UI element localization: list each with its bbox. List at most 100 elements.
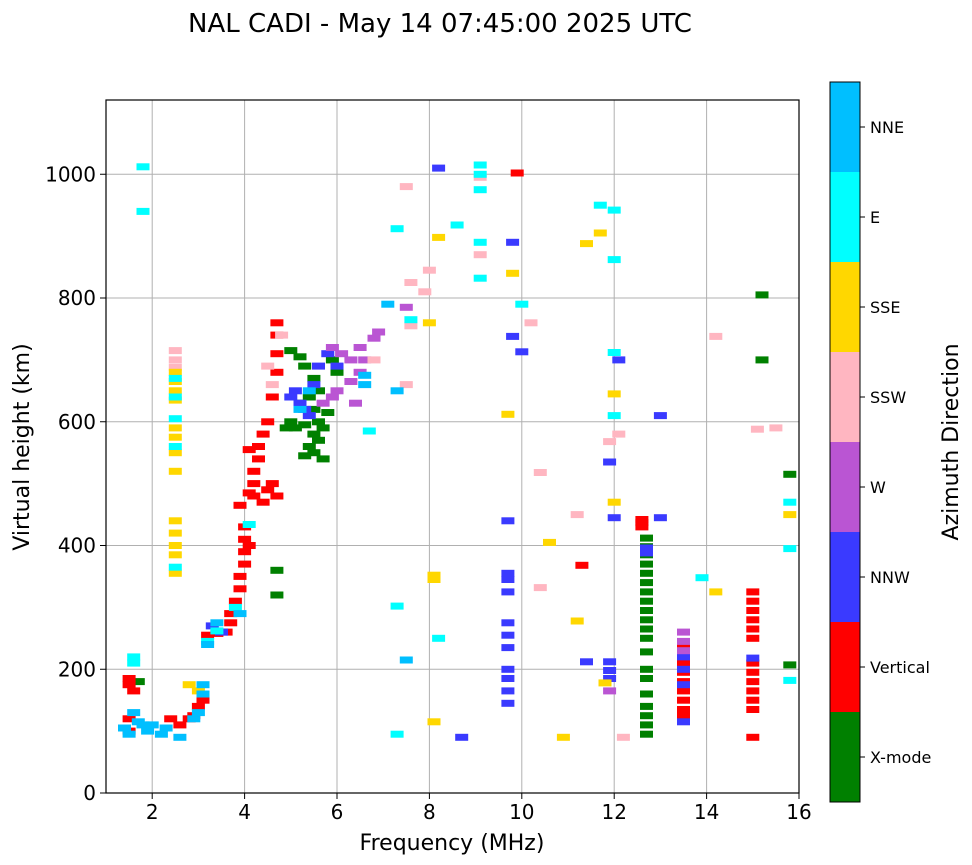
data-point — [593, 201, 607, 209]
data-point — [330, 362, 344, 370]
data-point — [570, 617, 584, 625]
data-point — [501, 675, 515, 682]
data-point — [210, 627, 224, 635]
data-point — [127, 653, 141, 661]
data-point — [256, 498, 270, 506]
data-point — [607, 498, 621, 506]
data-point — [145, 721, 159, 729]
data-point — [131, 678, 145, 686]
data-point — [640, 560, 653, 568]
data-point — [242, 446, 256, 454]
data-point — [127, 659, 141, 667]
data-point — [362, 427, 376, 435]
series-ssw — [168, 173, 783, 741]
data-point — [640, 690, 653, 698]
data-point — [270, 591, 284, 599]
data-point — [118, 724, 131, 732]
x-tick-label: 4 — [238, 800, 251, 824]
data-point — [288, 387, 302, 395]
data-point — [746, 634, 760, 642]
data-point — [515, 348, 529, 356]
data-point — [677, 628, 690, 636]
data-point — [353, 344, 367, 351]
data-point — [344, 378, 358, 385]
data-point — [330, 387, 344, 395]
plot-area — [106, 100, 799, 793]
data-point — [432, 634, 446, 642]
colorbar-frame — [829, 81, 861, 803]
data-point — [746, 678, 760, 686]
data-point — [270, 368, 284, 376]
colorbar-label: NNE — [870, 118, 904, 137]
data-point — [603, 667, 617, 674]
data-point — [201, 641, 215, 648]
data-point — [677, 647, 690, 655]
data-point — [783, 661, 797, 669]
data-point — [746, 625, 760, 633]
data-point — [677, 637, 690, 645]
data-point — [556, 733, 570, 741]
data-point — [168, 387, 182, 395]
data-point — [677, 681, 690, 689]
data-point — [325, 393, 339, 401]
data-point — [358, 371, 372, 379]
data-point — [607, 349, 621, 356]
data-point — [349, 399, 362, 407]
data-point — [607, 514, 621, 522]
data-point — [247, 480, 261, 488]
data-point — [640, 616, 653, 624]
data-point — [746, 706, 760, 713]
data-point — [580, 240, 593, 248]
data-point — [381, 300, 395, 308]
x-tick-label: 6 — [331, 800, 344, 824]
data-point — [390, 602, 404, 610]
data-point — [238, 535, 252, 543]
data-point — [399, 381, 413, 389]
data-point — [122, 715, 136, 723]
data-point — [168, 433, 182, 441]
data-point — [270, 319, 284, 327]
data-point — [196, 690, 210, 698]
data-point — [404, 279, 418, 286]
colorbar-swatch — [830, 262, 860, 352]
data-point — [168, 551, 182, 559]
data-point — [501, 576, 515, 583]
data-point — [473, 274, 487, 282]
data-point — [640, 665, 653, 673]
data-point — [455, 733, 469, 741]
data-point — [390, 730, 404, 738]
data-point — [242, 542, 256, 549]
x-tick-label: 10 — [509, 800, 534, 824]
data-point — [677, 665, 690, 673]
data-point — [607, 390, 621, 398]
y-axis-label: Virtual height (km) — [10, 343, 35, 550]
data-point — [755, 356, 769, 364]
data-point — [677, 706, 690, 713]
y-tick-label: 1000 — [45, 162, 96, 186]
data-point — [293, 353, 307, 361]
data-point — [358, 356, 372, 364]
y-tick-label: 600 — [58, 410, 96, 434]
series-nnw — [205, 164, 760, 741]
data-point — [173, 733, 187, 741]
data-point — [533, 469, 547, 476]
data-point — [168, 424, 182, 432]
data-point — [677, 653, 690, 661]
data-point — [233, 501, 247, 509]
data-point — [284, 347, 298, 355]
data-point — [270, 350, 284, 358]
data-point — [247, 492, 261, 500]
data-point — [302, 393, 316, 401]
data-point — [746, 616, 760, 624]
data-point — [316, 424, 330, 432]
data-point — [191, 709, 205, 717]
data-point — [265, 480, 279, 488]
data-point — [127, 709, 141, 717]
data-point — [709, 588, 723, 596]
data-point — [640, 569, 653, 577]
chart-title: NAL CADI - May 14 07:45:00 2025 UTC — [188, 9, 692, 39]
data-point — [783, 498, 797, 506]
series-e — [127, 161, 797, 738]
colorbar-swatch — [830, 622, 860, 712]
data-point — [191, 702, 205, 710]
